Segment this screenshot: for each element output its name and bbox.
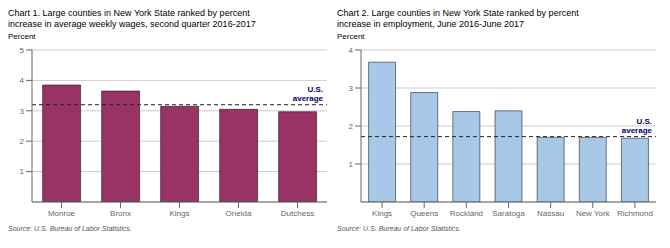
svg-text:2: 2 — [349, 122, 354, 131]
svg-text:New York: New York — [576, 209, 611, 218]
svg-text:2: 2 — [20, 137, 25, 146]
svg-text:Monroe: Monroe — [48, 209, 76, 218]
svg-text:Kings: Kings — [372, 209, 392, 218]
svg-text:Oneida: Oneida — [226, 209, 252, 218]
html-text:Source: U.S. Bureau of Labor S: Source: U.S. Bureau of Labor Statistics. — [337, 225, 461, 232]
svg-text:U.S.average: U.S.average — [293, 85, 324, 103]
svg-text:Kings: Kings — [169, 209, 189, 218]
svg-text:Saratoga: Saratoga — [492, 209, 525, 218]
svg-text:3: 3 — [20, 107, 25, 116]
html-text:Percent: Percent — [8, 32, 36, 41]
html-text:Chart 2. Large counties in New: Chart 2. Large counties in New York Stat… — [337, 8, 579, 29]
svg-text:5: 5 — [20, 46, 25, 55]
html-text:Chart 1. Large counties in New: Chart 1. Large counties in New York Stat… — [8, 8, 256, 29]
svg-text:Bronx: Bronx — [110, 209, 131, 218]
svg-text:Queens: Queens — [410, 209, 438, 218]
svg-text:1: 1 — [349, 160, 354, 169]
html-text:Percent: Percent — [337, 32, 365, 41]
svg-text:Richmond: Richmond — [617, 209, 653, 218]
svg-text:U.S.average: U.S.average — [622, 117, 653, 135]
svg-text:Rockland: Rockland — [450, 209, 483, 218]
svg-text:Nassau: Nassau — [537, 209, 564, 218]
svg-text:4: 4 — [20, 76, 25, 85]
svg-text:1: 1 — [20, 167, 25, 176]
svg-text:3: 3 — [349, 84, 354, 93]
svg-text:Dutchess: Dutchess — [281, 209, 314, 218]
html-text:Source: U.S. Bureau of Labor S: Source: U.S. Bureau of Labor Statistics. — [8, 225, 132, 232]
svg-text:4: 4 — [349, 46, 354, 55]
